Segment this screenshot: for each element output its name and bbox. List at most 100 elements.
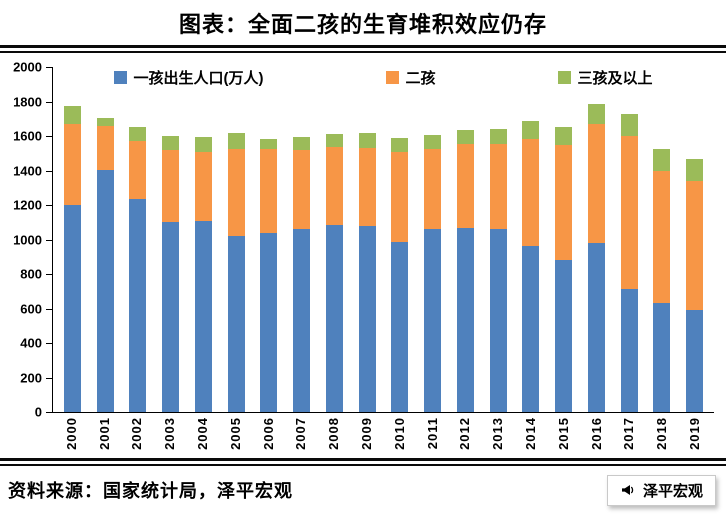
x-label-cell: 2010 xyxy=(383,417,416,450)
bar-group-2018 xyxy=(646,149,679,412)
bar-group-2004 xyxy=(187,136,220,412)
bar-group-2005 xyxy=(220,133,253,412)
x-tick-label: 2008 xyxy=(326,417,342,450)
bar-segment xyxy=(424,229,442,412)
x-label-cell: 2004 xyxy=(186,417,219,450)
bar-segment xyxy=(587,104,605,124)
x-tick-label: 2005 xyxy=(227,417,243,450)
bar-segment xyxy=(653,303,671,412)
bar-group-2013 xyxy=(482,129,515,412)
bar-group-2011 xyxy=(416,135,449,412)
bar-group-2000 xyxy=(56,105,89,412)
x-label-cell: 2006 xyxy=(252,417,285,450)
bar-segment xyxy=(555,126,573,145)
bar-segment xyxy=(194,136,212,152)
y-tick-label: 1800 xyxy=(13,94,42,109)
x-label-cell: 2003 xyxy=(153,417,186,450)
bar-segment xyxy=(194,151,212,221)
bar-segment xyxy=(555,144,573,261)
bar-segment xyxy=(522,120,540,139)
x-label-cell: 2019 xyxy=(678,417,711,450)
bar-segment xyxy=(522,138,540,246)
y-tick-label: 200 xyxy=(20,370,42,385)
y-tick-mark xyxy=(46,343,52,344)
bar-group-2009 xyxy=(351,133,384,412)
bar-segment xyxy=(489,229,507,412)
bar-segment xyxy=(555,260,573,412)
x-tick-label: 2015 xyxy=(555,417,571,450)
bar-stack xyxy=(424,135,442,412)
watermark-badge: 泽平宏观 xyxy=(606,474,716,506)
x-tick-label: 2018 xyxy=(654,417,670,450)
x-label-cell: 2017 xyxy=(613,417,646,450)
chart-title: 图表：全面二孩的生育堆积效应仍存 xyxy=(178,12,547,37)
bar-stack xyxy=(63,105,81,412)
bar-group-2019 xyxy=(678,159,711,412)
bar-segment xyxy=(227,148,245,237)
bar-stack xyxy=(522,120,540,412)
watermark-label: 泽平宏观 xyxy=(642,482,703,500)
y-tick-label: 1600 xyxy=(13,128,42,144)
x-tick-label: 2019 xyxy=(687,417,703,450)
x-label-cell: 2013 xyxy=(481,417,514,450)
bar-segment xyxy=(63,205,81,412)
x-label-cell: 2008 xyxy=(317,417,350,450)
x-tick-label: 2017 xyxy=(621,417,637,450)
x-tick-label: 2009 xyxy=(359,417,375,450)
y-tick-label: 1400 xyxy=(13,163,42,178)
bar-group-2006 xyxy=(253,138,286,412)
bar-segment xyxy=(424,148,442,230)
bar-stack xyxy=(686,159,704,412)
megaphone-icon xyxy=(620,482,636,498)
top-divider xyxy=(0,45,726,53)
x-tick-label: 2006 xyxy=(260,417,276,450)
x-tick-label: 2016 xyxy=(588,417,604,450)
bar-stack xyxy=(129,127,147,412)
y-axis: 2000 1800 1600 1400 1200 1000 800 600 400 200 0 xyxy=(6,61,52,419)
bar-segment xyxy=(129,127,147,142)
bar-group-2001 xyxy=(89,117,122,412)
y-tick-label: 1200 xyxy=(13,197,42,213)
footer: 资料来源：国家统计局，泽平宏观 泽平宏观 xyxy=(0,466,726,506)
x-tick-label: 2014 xyxy=(523,417,539,450)
bar-segment xyxy=(522,245,540,412)
bar-group-2003 xyxy=(154,136,187,412)
bar-stack xyxy=(555,126,573,412)
x-label-cell: 2015 xyxy=(547,417,580,450)
x-tick-label: 2003 xyxy=(162,417,178,450)
bar-group-2017 xyxy=(613,114,646,412)
bar-segment xyxy=(293,149,311,230)
bar-segment xyxy=(653,170,671,304)
x-tick-label: 2004 xyxy=(195,417,211,450)
bar-segment xyxy=(424,135,442,149)
y-tick-mark xyxy=(46,308,52,310)
bar-stack xyxy=(194,136,212,412)
y-tick-mark xyxy=(46,205,52,206)
x-tick-label: 2012 xyxy=(457,417,473,450)
bar-stack xyxy=(325,134,343,412)
bar-group-2007 xyxy=(285,136,318,412)
y-tick-label: 0 xyxy=(34,404,42,420)
x-label-cell: 2001 xyxy=(88,417,121,450)
bar-stack xyxy=(653,149,671,412)
bar-stack xyxy=(456,129,474,412)
bar-segment xyxy=(162,136,180,150)
bar-segment xyxy=(194,220,212,412)
bottom-divider xyxy=(0,457,726,466)
bar-segment xyxy=(63,105,81,124)
bar-segment xyxy=(325,224,343,412)
y-tick-mark xyxy=(46,239,52,241)
bar-segment xyxy=(227,133,245,149)
y-tick-mark xyxy=(46,412,52,413)
y-tick-label: 600 xyxy=(20,301,42,316)
bar-segment xyxy=(358,148,376,226)
x-axis-labels: 2000 2001 2002 2003 2004 2005 2006 2007 2008 2009… xyxy=(52,417,714,450)
bar-segment xyxy=(686,159,704,181)
x-tick-label: 2011 xyxy=(424,417,440,450)
bar-group-2015 xyxy=(547,126,580,412)
bar-segment xyxy=(162,149,180,223)
bar-group-2012 xyxy=(449,129,482,412)
bar-segment xyxy=(162,222,180,412)
bar-segment xyxy=(620,114,638,137)
x-label-cell: 2014 xyxy=(514,417,547,450)
